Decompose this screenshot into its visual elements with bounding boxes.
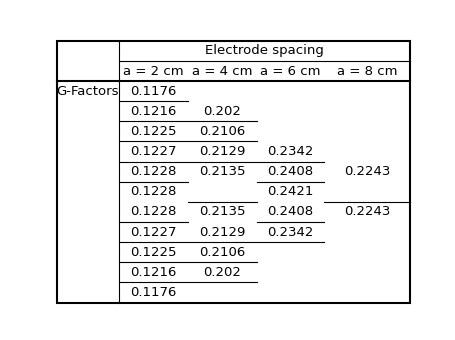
Text: 0.1227: 0.1227 [130, 145, 176, 158]
Text: 0.1228: 0.1228 [130, 185, 176, 198]
Text: 0.1227: 0.1227 [130, 226, 176, 239]
Text: a = 2 cm: a = 2 cm [123, 65, 183, 78]
Text: 0.1228: 0.1228 [130, 205, 176, 219]
Text: 0.1228: 0.1228 [130, 165, 176, 178]
Text: 0.2243: 0.2243 [343, 165, 389, 178]
Text: a = 4 cm: a = 4 cm [192, 65, 252, 78]
Text: 0.2243: 0.2243 [343, 205, 389, 219]
Text: 0.1176: 0.1176 [130, 286, 176, 299]
Text: 0.1176: 0.1176 [130, 85, 176, 98]
Text: 0.2342: 0.2342 [267, 226, 313, 239]
Text: 0.2342: 0.2342 [267, 145, 313, 158]
Text: a = 8 cm: a = 8 cm [336, 65, 396, 78]
Text: 0.1216: 0.1216 [130, 105, 176, 118]
Text: 0.202: 0.202 [203, 266, 241, 279]
Text: 0.2421: 0.2421 [267, 185, 313, 198]
Text: 0.2106: 0.2106 [199, 246, 245, 259]
Text: 0.2135: 0.2135 [198, 205, 245, 219]
Text: 0.2106: 0.2106 [199, 125, 245, 138]
Text: 0.1225: 0.1225 [130, 246, 176, 259]
Text: 0.1225: 0.1225 [130, 125, 176, 138]
Text: Electrode spacing: Electrode spacing [205, 44, 324, 57]
Text: 0.2129: 0.2129 [198, 226, 245, 239]
Text: 0.202: 0.202 [203, 105, 241, 118]
Text: 0.2408: 0.2408 [267, 205, 313, 219]
Text: 0.2129: 0.2129 [198, 145, 245, 158]
Text: a = 6 cm: a = 6 cm [259, 65, 320, 78]
Text: G-Factors: G-Factors [56, 85, 119, 98]
Text: 0.2135: 0.2135 [198, 165, 245, 178]
Text: 0.2408: 0.2408 [267, 165, 313, 178]
Text: 0.1216: 0.1216 [130, 266, 176, 279]
